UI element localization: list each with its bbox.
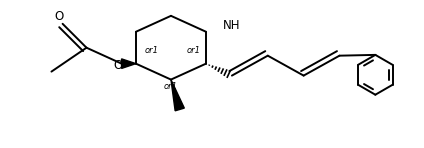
Text: O: O	[55, 10, 64, 23]
Text: or1: or1	[144, 46, 158, 55]
Text: O: O	[113, 59, 122, 72]
Text: or1: or1	[164, 82, 178, 91]
Text: or1: or1	[187, 46, 201, 55]
Text: NH: NH	[223, 19, 240, 32]
Polygon shape	[122, 59, 136, 68]
Polygon shape	[171, 80, 184, 111]
